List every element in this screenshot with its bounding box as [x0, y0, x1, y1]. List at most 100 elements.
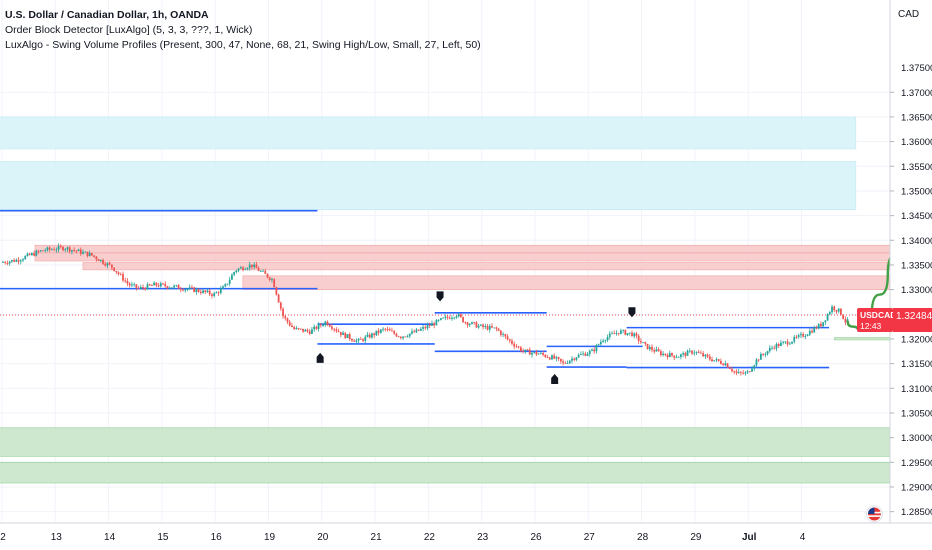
- chart-legend: U.S. Dollar / Canadian Dollar, 1h, OANDA…: [5, 8, 481, 53]
- candle-down: [499, 330, 502, 335]
- candle-up: [439, 318, 442, 320]
- candle-down: [391, 330, 393, 332]
- candle-down: [264, 270, 267, 274]
- candle-down: [475, 322, 478, 328]
- candle-down: [526, 349, 529, 351]
- candle-up: [131, 284, 133, 286]
- candle-up: [244, 269, 247, 271]
- candle-up: [379, 329, 382, 333]
- candle-down: [102, 259, 104, 264]
- bear-zone: [34, 253, 891, 262]
- candle-down: [413, 331, 416, 333]
- last-price-value: 1.32484: [896, 311, 932, 323]
- candle-down: [706, 354, 709, 357]
- candle-down: [559, 358, 562, 362]
- candle-up: [755, 359, 758, 366]
- candle-down: [448, 317, 451, 319]
- candle-down: [404, 336, 407, 338]
- candle-down: [657, 349, 660, 352]
- us-flag-event-icon[interactable]: [865, 505, 883, 523]
- candle-up: [364, 336, 367, 341]
- candle-up: [693, 352, 696, 354]
- candle-up: [606, 336, 609, 341]
- candle-down: [777, 344, 780, 347]
- candle-down: [486, 326, 489, 330]
- candle-up: [655, 349, 658, 352]
- candle-down: [286, 318, 289, 322]
- candle-down: [108, 263, 111, 265]
- indicator-order-block[interactable]: Order Block Detector [LuxAlgo] (5, 3, 3,…: [5, 24, 253, 36]
- candle-down: [702, 353, 705, 357]
- symbol-title[interactable]: U.S. Dollar / Canadian Dollar, 1h, OANDA: [5, 9, 209, 21]
- candle-down: [699, 352, 702, 354]
- candle-down: [624, 330, 627, 335]
- candle-up: [575, 357, 578, 360]
- candle-down: [393, 331, 396, 334]
- candle-down: [528, 349, 531, 355]
- candle-down: [717, 359, 720, 362]
- candle-down: [335, 329, 338, 332]
- candle-down: [33, 253, 36, 256]
- candle-up: [24, 256, 27, 260]
- x-tick-label: 29: [690, 532, 702, 543]
- cyan-zone: [0, 116, 857, 150]
- candle-down: [182, 289, 184, 291]
- candle-down: [148, 284, 151, 286]
- candle-down: [593, 349, 596, 352]
- candle-up: [455, 316, 458, 318]
- candle-down: [428, 325, 431, 327]
- candle-up: [39, 250, 42, 252]
- candle-up: [806, 334, 809, 337]
- candle-down: [733, 371, 736, 372]
- candle-up: [744, 372, 747, 374]
- candle-down: [811, 330, 813, 333]
- candle-up: [188, 287, 191, 289]
- candle-up: [804, 336, 807, 337]
- candle-down: [433, 323, 436, 326]
- indicator-volume-profiles[interactable]: LuxAlgo - Swing Volume Profiles (Present…: [5, 39, 481, 51]
- candle-up: [442, 317, 444, 319]
- y-tick-label: 1.30500: [901, 408, 932, 419]
- candle-up: [342, 332, 344, 336]
- candle-up: [64, 249, 67, 251]
- candle-down: [193, 287, 196, 293]
- candle-down: [279, 302, 282, 309]
- candle-down: [91, 252, 93, 256]
- candle-up: [808, 330, 811, 335]
- candle-up: [30, 253, 33, 256]
- candle-up: [615, 332, 618, 334]
- candle-down: [515, 346, 518, 348]
- candle-up: [608, 333, 611, 337]
- candle-down: [399, 336, 402, 339]
- candle-up: [213, 293, 216, 296]
- candle-up: [524, 349, 527, 352]
- currency-label: CAD: [898, 9, 920, 20]
- candle-down: [242, 267, 244, 270]
- candle-down: [697, 351, 700, 353]
- candle-down: [459, 314, 462, 318]
- y-tick-label: 1.29000: [901, 482, 932, 493]
- candle-down: [542, 352, 544, 355]
- candle-up: [822, 322, 825, 327]
- candle-up: [628, 332, 631, 334]
- candle-down: [128, 283, 131, 286]
- candle-up: [237, 268, 240, 271]
- candle-up: [688, 350, 691, 352]
- candle-up: [35, 250, 38, 256]
- candle-down: [251, 264, 253, 268]
- candle-up: [311, 329, 313, 334]
- candle-up: [724, 363, 727, 366]
- candle-up: [435, 319, 438, 326]
- candle-up: [586, 353, 589, 356]
- candle-down: [266, 273, 269, 278]
- candle-down: [802, 334, 805, 337]
- candle-down: [835, 310, 838, 312]
- candle-up: [357, 338, 360, 341]
- candle-up: [231, 274, 233, 280]
- candle-down: [79, 249, 82, 254]
- candle-up: [682, 353, 685, 355]
- candle-down: [179, 288, 182, 290]
- candle-up: [106, 263, 109, 266]
- y-tick-label: 1.29500: [901, 458, 932, 469]
